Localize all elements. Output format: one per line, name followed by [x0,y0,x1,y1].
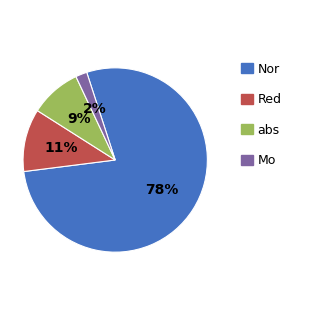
Text: 78%: 78% [145,183,179,196]
Text: 11%: 11% [44,141,78,155]
Wedge shape [23,111,115,172]
Wedge shape [24,68,207,252]
Text: 9%: 9% [67,112,91,125]
Text: 2%: 2% [83,101,107,116]
Wedge shape [37,76,115,160]
Wedge shape [76,72,115,160]
Legend: Nor, Red, abs, Mo: Nor, Red, abs, Mo [241,63,282,167]
